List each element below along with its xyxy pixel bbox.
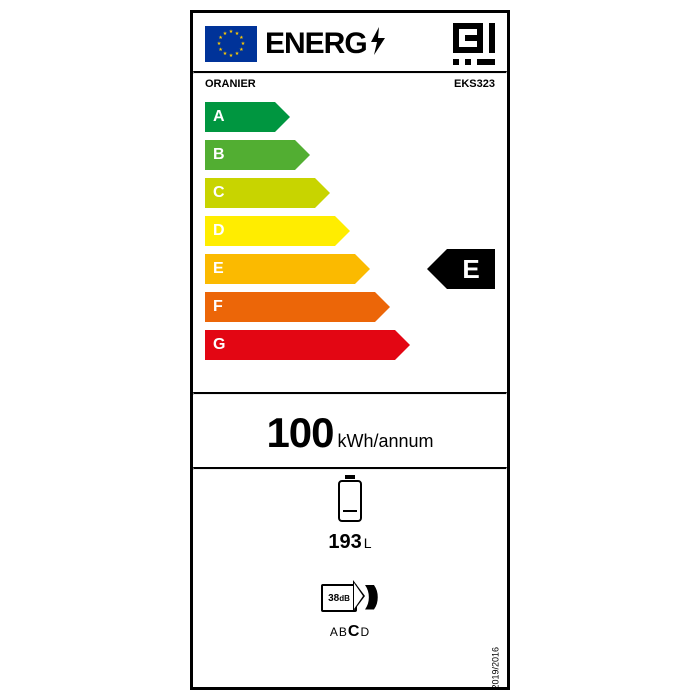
brand-text: ORANIER [205,78,256,90]
rating-marker: E [447,249,495,289]
capacity-value: 193 [328,531,361,553]
scale-row-d: D [205,216,495,250]
bottom-section: 193L 38dB ))) ABCD [193,470,507,641]
capacity-text: 193L [205,531,495,554]
sound-waves-icon: ))) [365,580,373,610]
capacity-unit: L [364,535,372,551]
speaker-icon: 38dB ))) [315,574,385,616]
noise-db: 38dB [321,584,357,612]
scale-bar: F [205,292,375,322]
eu-flag-icon: ★★★★★★★★★★★★ [205,26,257,62]
rating-letter: E [447,249,495,289]
consumption-row: 100kWh/annum [193,395,507,467]
scale-row-a: A [205,102,495,136]
scale-bar: E [205,254,355,284]
capacity-block: 193L [205,480,495,554]
energ-title-text: ENERG [265,27,367,61]
scale-row-g: G [205,330,495,364]
noise-prefix: AB [330,625,348,639]
scale-row-b: B [205,140,495,174]
qr-code-icon [453,23,495,65]
noise-selected: C [348,623,361,640]
scale-bar: D [205,216,335,246]
scale-row-f: F [205,292,495,326]
noise-suffix: D [360,625,370,639]
scale-row-c: C [205,178,495,212]
noise-block: 38dB ))) ABCD [205,574,495,641]
energy-label: ★★★★★★★★★★★★ ENERG ORANIER EKS323 ABCDEF… [190,10,510,690]
noise-class-row: ABCD [205,623,495,641]
consumption-value: 100 [266,409,333,456]
regulation-text: 2019/2016 [491,647,501,690]
brand-model-row: ORANIER EKS323 [193,74,507,94]
noise-db-value: 38 [328,593,339,604]
model-text: EKS323 [454,78,495,90]
bottle-icon [338,480,362,522]
header-row: ★★★★★★★★★★★★ ENERG [193,13,507,71]
scale-bar: A [205,102,275,132]
scale-bar: G [205,330,395,360]
scale-bar: C [205,178,315,208]
consumption-unit: kWh/annum [338,431,434,451]
bolt-icon [369,27,387,62]
noise-db-suffix: dB [339,594,350,603]
scale-bar: B [205,140,295,170]
energ-title: ENERG [265,27,445,62]
efficiency-scale: ABCDEFG E [193,94,507,392]
